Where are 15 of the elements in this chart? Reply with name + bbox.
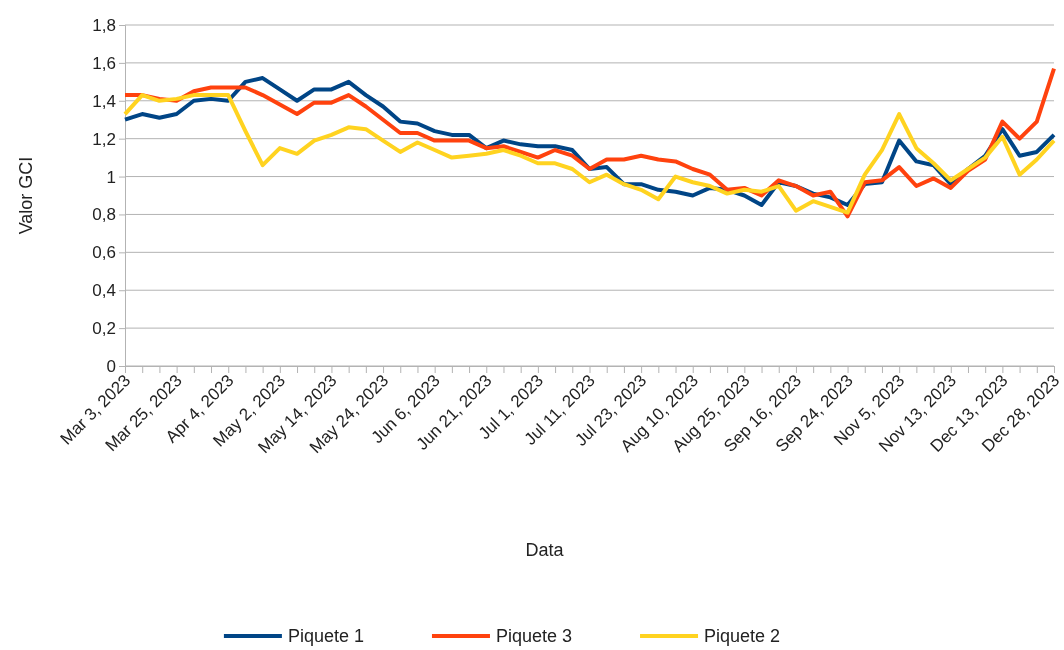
y-tick-label: 0,6	[92, 243, 116, 263]
y-tick-label: 1,4	[92, 91, 116, 111]
y-tick-label: 0,4	[92, 281, 116, 301]
y-axis-title: Valor GCI	[16, 156, 36, 235]
x-axis-title: Data	[525, 540, 565, 560]
y-tick-label: 1	[106, 167, 116, 187]
y-tick-label: 0,8	[92, 205, 116, 225]
y-tick-label: 1,8	[92, 15, 116, 35]
legend-label: Piquete 2	[704, 626, 781, 646]
legend-label: Piquete 1	[287, 626, 364, 646]
y-tick-label: 0,2	[92, 319, 116, 339]
legend-label: Piquete 3	[495, 626, 573, 646]
y-tick-label: 1,2	[92, 129, 116, 149]
y-tick-label: 1,6	[92, 53, 116, 73]
y-tick-label: 0	[106, 356, 116, 376]
